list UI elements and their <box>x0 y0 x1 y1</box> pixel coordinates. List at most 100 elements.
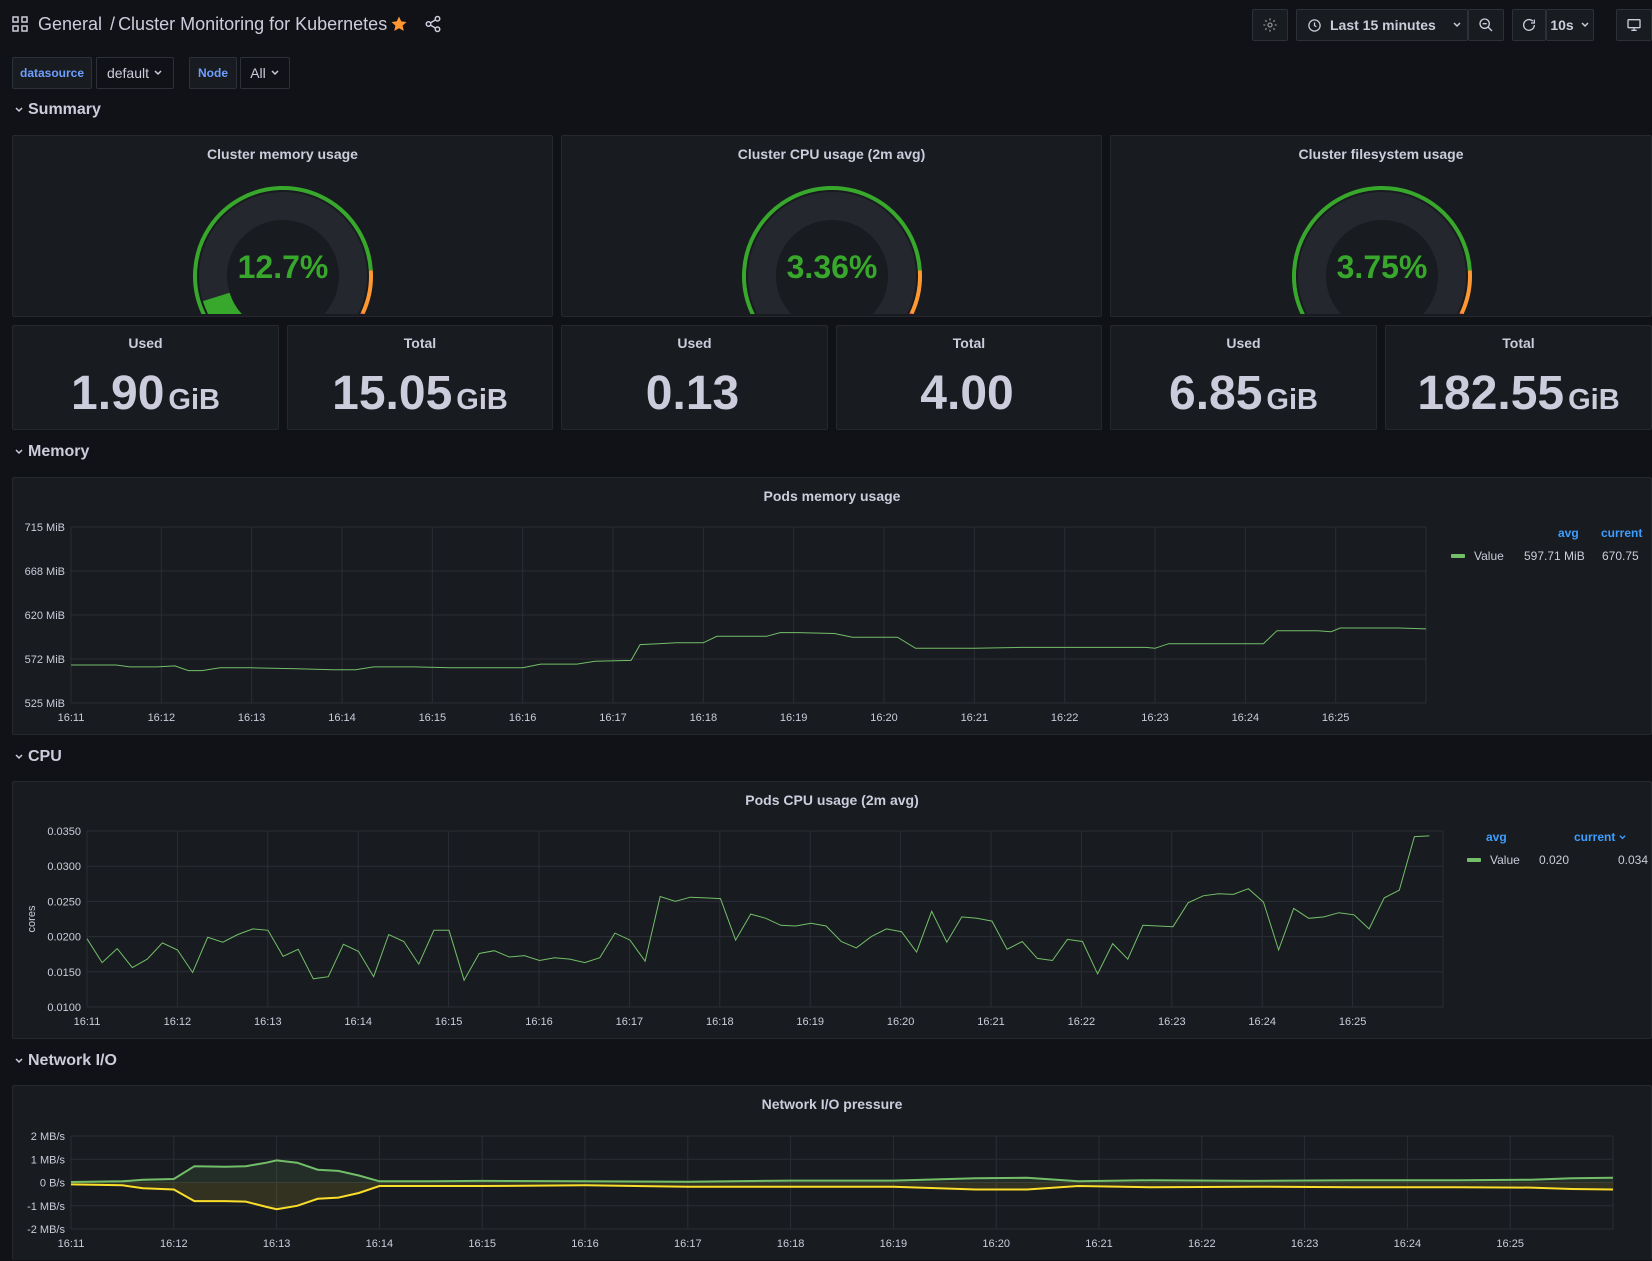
x-tick-label: 16:14 <box>344 1016 372 1028</box>
legend-avg-value: 597.71 MiB <box>1524 549 1585 563</box>
chevron-down-icon <box>270 68 280 78</box>
chevron-down-icon <box>14 105 24 115</box>
x-tick-label: 16:16 <box>509 712 537 724</box>
legend-current-value: 0.034 <box>1618 853 1648 867</box>
x-tick-label: 16:18 <box>777 1238 805 1250</box>
refresh-button[interactable] <box>1512 9 1546 41</box>
stat-number: 0.13 <box>646 367 739 420</box>
gauge-value-arc <box>216 297 242 314</box>
legend-avg-header[interactable]: avg <box>1558 526 1579 540</box>
x-tick-label: 16:15 <box>419 712 447 724</box>
x-tick-label: 16:13 <box>254 1016 282 1028</box>
stat-unit: GiB <box>1266 384 1318 416</box>
y-tick-label: 0.0300 <box>47 861 81 873</box>
node-variable-value: All <box>250 65 266 81</box>
x-tick-label: 16:24 <box>1394 1238 1422 1250</box>
gauge-value-label: 3.36% <box>787 249 878 285</box>
stat-title: Used <box>562 335 827 351</box>
x-tick-label: 16:20 <box>887 1016 915 1028</box>
stat-number: 182.55 <box>1417 367 1564 420</box>
time-range-picker[interactable]: Last 15 minutes <box>1296 9 1468 41</box>
row-summary[interactable]: Summary <box>14 101 101 119</box>
legend-series-value[interactable]: Value <box>1451 549 1504 563</box>
y-tick-label: 0 B/s <box>40 1178 66 1190</box>
x-tick-label: 16:17 <box>616 1016 644 1028</box>
row-cpu[interactable]: CPU <box>14 748 62 766</box>
legend-current-header[interactable]: current <box>1574 830 1627 844</box>
monitor-icon <box>1626 17 1642 33</box>
y-tick-label: 620 MiB <box>25 610 65 622</box>
legend-swatch <box>1467 858 1481 862</box>
filesystem-gauge: 3.75% <box>1282 174 1482 314</box>
chevron-down-icon <box>14 752 24 762</box>
dashboard-settings-button[interactable] <box>1252 9 1288 41</box>
datasource-variable-select[interactable]: default <box>96 57 174 89</box>
row-memory[interactable]: Memory <box>14 443 89 461</box>
x-tick-label: 16:12 <box>160 1238 188 1250</box>
stat-value: 4.00 <box>837 366 1101 421</box>
gauge-value-label: 3.75% <box>1337 249 1428 285</box>
series-line-Value <box>71 628 1426 671</box>
refresh-interval-picker[interactable]: 10s <box>1546 9 1594 41</box>
gauge-panel-filesystem: Cluster filesystem usage 3.75% <box>1110 135 1652 317</box>
chevron-down-icon <box>1580 20 1590 30</box>
x-tick-label: 16:12 <box>164 1016 192 1028</box>
x-tick-label: 16:23 <box>1291 1238 1319 1250</box>
share-icon[interactable] <box>424 15 442 38</box>
y-tick-label: 1 MB/s <box>31 1154 66 1166</box>
x-tick-label: 16:25 <box>1322 712 1350 724</box>
stat-title: Total <box>1386 335 1651 351</box>
x-tick-label: 16:11 <box>74 1016 101 1028</box>
y-tick-label: 0.0350 <box>47 826 81 838</box>
stat-panel-cpu-used: Used 0.13 <box>561 325 828 430</box>
legend-avg-header[interactable]: avg <box>1486 830 1507 844</box>
dashboard-title[interactable]: Cluster Monitoring for Kubernetes <box>118 14 387 35</box>
y-tick-label: 0.0200 <box>47 932 81 944</box>
stat-value: 0.13 <box>562 366 827 421</box>
zoom-out-icon <box>1478 17 1494 33</box>
x-tick-label: 16:11 <box>58 1238 85 1250</box>
stat-title: Total <box>288 335 552 351</box>
panel-title: Cluster memory usage <box>13 146 552 162</box>
y-axis-label: cores <box>26 905 38 932</box>
y-tick-label: 0.0250 <box>47 896 81 908</box>
x-tick-label: 16:20 <box>870 712 898 724</box>
breadcrumb-folder[interactable]: General <box>38 14 102 35</box>
x-tick-label: 16:19 <box>880 1238 908 1250</box>
time-range-label: Last 15 minutes <box>1330 17 1436 33</box>
stat-number: 4.00 <box>920 367 1013 420</box>
zoom-out-button[interactable] <box>1468 9 1504 41</box>
y-tick-label: 0.0150 <box>47 967 81 979</box>
x-tick-label: 16:22 <box>1188 1238 1216 1250</box>
x-tick-label: 16:25 <box>1339 1016 1367 1028</box>
dashboard-grid-icon[interactable] <box>12 16 28 32</box>
cpu-chart: 0.03500.03000.02500.02000.01500.010016:1… <box>13 782 1473 1040</box>
clock-icon <box>1307 18 1322 33</box>
tv-mode-button[interactable] <box>1616 9 1652 41</box>
star-icon[interactable] <box>390 15 408 38</box>
x-tick-label: 16:21 <box>1085 1238 1113 1250</box>
legend-avg-value: 0.020 <box>1539 853 1569 867</box>
legend-current-header[interactable]: current <box>1601 526 1642 540</box>
node-variable-select[interactable]: All <box>240 57 290 89</box>
row-summary-title: Summary <box>28 101 101 119</box>
memory-gauge: 12.7% <box>183 174 383 314</box>
x-tick-label: 16:21 <box>977 1016 1005 1028</box>
chevron-down-icon <box>14 1056 24 1066</box>
panel-title: Cluster filesystem usage <box>1111 146 1651 162</box>
legend-series-name: Value <box>1474 549 1504 563</box>
x-tick-label: 16:13 <box>263 1238 291 1250</box>
row-network[interactable]: Network I/O <box>14 1052 117 1070</box>
legend-series-value[interactable]: Value <box>1467 853 1520 867</box>
stat-unit: GiB <box>1568 384 1620 416</box>
stat-panel-cpu-total: Total 4.00 <box>836 325 1102 430</box>
x-tick-label: 16:12 <box>148 712 176 724</box>
x-tick-label: 16:20 <box>982 1238 1010 1250</box>
x-tick-label: 16:13 <box>238 712 266 724</box>
